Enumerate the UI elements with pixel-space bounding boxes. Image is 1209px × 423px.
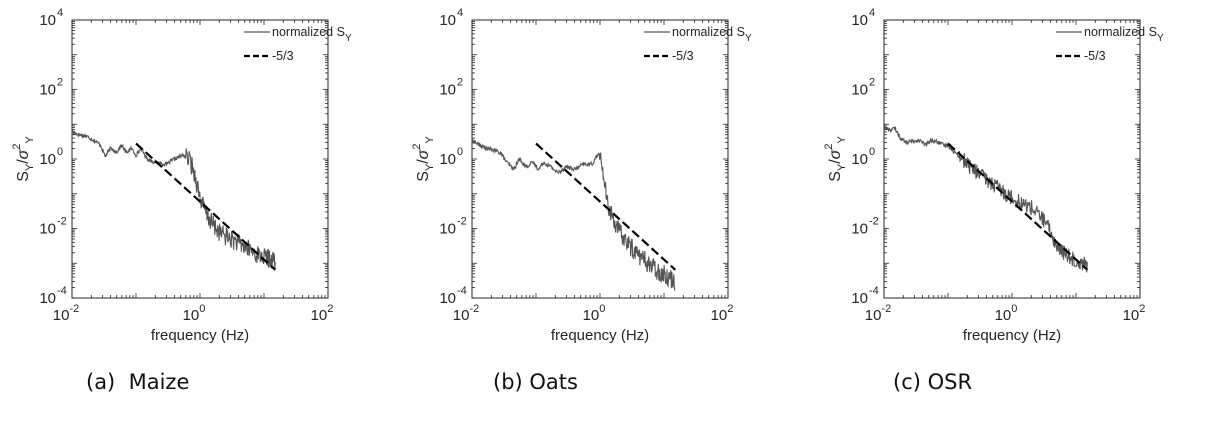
panel-caption-osr: (c) OSR	[893, 370, 973, 394]
y-tick-label: 10	[439, 82, 456, 99]
legend-label: normalized SY	[672, 25, 752, 44]
y-tick-label: 10	[39, 151, 56, 168]
y-axis-label-group: SY/σ2Y	[823, 136, 848, 182]
series-line-minus-five-thirds	[535, 142, 677, 271]
y-tick-label: 10	[39, 290, 56, 307]
x-tick-label: 102	[311, 303, 334, 324]
y-tick-exponent: 2	[869, 77, 875, 89]
y-tick-label: 10	[439, 12, 456, 29]
y-axis-label-group: SY/σ2Y	[11, 136, 36, 182]
y-tick-label: 10	[851, 221, 868, 238]
y-axis-label: SY/σ2Y	[823, 136, 848, 182]
y-tick-label: 10	[851, 151, 868, 168]
x-tick-label: 100	[583, 303, 606, 324]
x-axis-label: frequency (Hz)	[151, 327, 249, 344]
y-tick-exponent: 0	[869, 146, 875, 158]
y-tick-exponent: 4	[869, 7, 875, 19]
y-tick-label: 10	[39, 221, 56, 238]
y-tick-exponent: -2	[869, 216, 879, 228]
legend-label: -5/3	[1084, 49, 1106, 63]
y-tick-exponent: -2	[57, 216, 67, 228]
y-tick-label: 10	[439, 151, 456, 168]
legend-label: normalized SY	[1084, 25, 1164, 44]
x-tick-label: 100	[183, 303, 206, 324]
y-tick-label: 10	[439, 221, 456, 238]
panel-caption-maize: (a) Maize	[86, 370, 190, 394]
series-line-normalized-sy	[883, 125, 1088, 273]
y-tick-exponent: -4	[57, 285, 67, 297]
x-tick-label: 10-2	[453, 303, 479, 324]
y-tick-label: 10	[39, 12, 56, 29]
y-tick-exponent: 2	[457, 77, 463, 89]
series-line-minus-five-thirds	[135, 142, 277, 271]
y-tick-label: 10	[439, 290, 456, 307]
y-tick-exponent: 0	[57, 146, 63, 158]
x-tick-label: 10-2	[865, 303, 891, 324]
panel-caption-oats: (b) Oats	[493, 370, 578, 394]
y-tick-exponent: 0	[457, 146, 463, 158]
series-line-normalized-sy	[71, 128, 276, 270]
y-axis-label-group: SY/σ2Y	[411, 136, 436, 182]
y-axis-label: SY/σ2Y	[11, 136, 36, 182]
y-tick-exponent: 4	[57, 7, 63, 19]
y-tick-exponent: 4	[457, 7, 463, 19]
x-axis-label: frequency (Hz)	[551, 327, 649, 344]
x-tick-label: 100	[995, 303, 1018, 324]
x-tick-label: 102	[1123, 303, 1146, 324]
y-tick-exponent: -4	[457, 285, 467, 297]
y-tick-exponent: -4	[869, 285, 879, 297]
y-tick-exponent: -2	[457, 216, 467, 228]
y-tick-exponent: 2	[57, 77, 63, 89]
legend-label: normalized SY	[272, 25, 352, 44]
x-tick-label: 10-2	[53, 303, 79, 324]
x-tick-label: 102	[711, 303, 734, 324]
legend-label: -5/3	[272, 49, 294, 63]
series-line-normalized-sy	[471, 138, 676, 291]
y-tick-label: 10	[39, 82, 56, 99]
y-tick-label: 10	[851, 12, 868, 29]
series-line-minus-five-thirds	[947, 142, 1089, 271]
y-axis-label: SY/σ2Y	[411, 136, 436, 182]
legend-label: -5/3	[672, 49, 694, 63]
y-tick-label: 10	[851, 82, 868, 99]
x-axis-label: frequency (Hz)	[963, 327, 1061, 344]
y-tick-label: 10	[851, 290, 868, 307]
